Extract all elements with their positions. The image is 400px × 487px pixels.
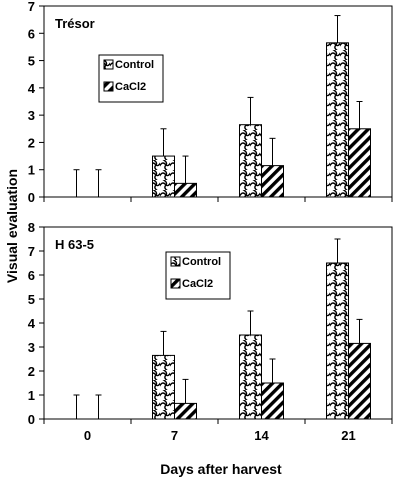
bar-control xyxy=(326,42,349,198)
bar-cacl2 xyxy=(348,128,371,198)
bar-cacl2 xyxy=(261,382,284,420)
bar-control xyxy=(239,124,262,198)
x-tick-label: 21 xyxy=(341,428,355,443)
legend-swatch-cacl2 xyxy=(103,81,114,92)
x-tick-label: 0 xyxy=(84,428,91,443)
bar-cacl2 xyxy=(348,342,371,420)
y-tick-label: 5 xyxy=(28,54,35,69)
x-axis-label: Days after harvest xyxy=(160,461,282,477)
y-tick-label: 6 xyxy=(28,26,35,41)
x-tick-label: 14 xyxy=(254,428,269,443)
y-tick-label: 3 xyxy=(28,108,35,123)
legend-label: Control xyxy=(115,59,154,71)
chart-panel-1: 0 1 2 3 4 5 6 7 Trésor Control CaCl2 xyxy=(28,0,393,205)
y-tick-label: 2 xyxy=(28,135,35,150)
y-tick-label: 1 xyxy=(28,388,35,403)
bar-cacl2 xyxy=(174,402,197,420)
y-tick-label: 3 xyxy=(28,340,35,355)
y-tick-label: 2 xyxy=(28,364,35,379)
panel-title: H 63-5 xyxy=(55,237,94,252)
bar-control xyxy=(152,354,175,420)
y-tick-label: 0 xyxy=(28,190,35,205)
y-tick-label: 4 xyxy=(28,81,36,96)
legend-swatch-cacl2 xyxy=(170,278,181,289)
bar-cacl2 xyxy=(174,182,197,198)
y-tick-label: 7 xyxy=(28,0,35,14)
y-tick-label: 7 xyxy=(28,244,35,259)
legend-label: Control xyxy=(182,256,221,268)
chart-panel-2: 0 1 2 3 4 5 6 7 8 0 7 14 21 H 63-5 Control CaCl2 xyxy=(28,220,393,443)
legend-label: CaCl2 xyxy=(182,278,213,290)
y-axis-label: Visual evaluation xyxy=(4,169,20,283)
y-tick-label: 1 xyxy=(28,163,35,178)
legend-label: CaCl2 xyxy=(115,81,146,93)
y-tick-label: 0 xyxy=(28,412,35,427)
y-tick-label: 5 xyxy=(28,292,35,307)
panel-title: Trésor xyxy=(55,16,95,31)
bar-cacl2 xyxy=(261,165,284,198)
y-tick-label: 8 xyxy=(28,220,35,235)
y-tick-label: 6 xyxy=(28,268,35,283)
legend-swatch-control xyxy=(170,256,181,267)
bar-control xyxy=(152,155,175,198)
legend: Control CaCl2 xyxy=(165,251,231,300)
bar-control xyxy=(239,334,262,420)
legend-swatch-control xyxy=(103,59,114,70)
chart-panels: 0 1 2 3 4 5 6 7 Trésor Control CaCl2 0 1 2 3 4 5 6 7 8 0 7 14 2… xyxy=(28,0,393,443)
bar-control xyxy=(326,262,349,420)
legend: Control CaCl2 xyxy=(98,54,164,103)
y-tick-label: 4 xyxy=(28,316,36,331)
x-tick-label: 7 xyxy=(171,428,178,443)
